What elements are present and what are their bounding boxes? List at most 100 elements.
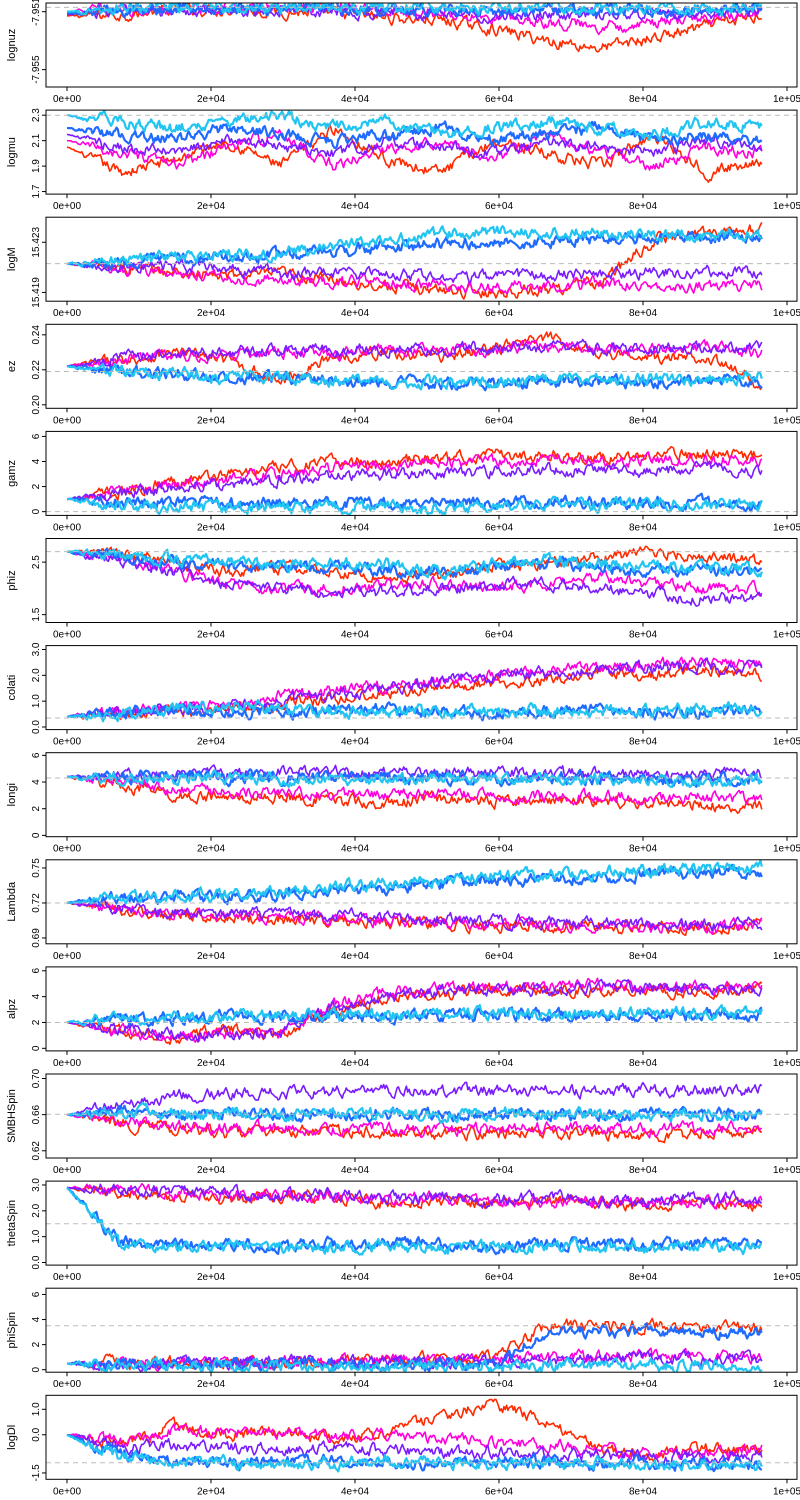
x-tick-label: 4e+04 [341, 1486, 370, 1497]
y-tick-label: 1.0 [31, 1402, 42, 1416]
y-tick-label: 0 [31, 508, 42, 514]
series-line-3 [66, 657, 763, 719]
series-line-5 [66, 225, 763, 268]
y-axis-label: ez [6, 360, 18, 372]
y-axis-label: logDl [6, 1425, 18, 1450]
x-tick-label: 6e+04 [485, 308, 514, 319]
series-line-3 [66, 898, 763, 932]
x-tick-label: 4e+04 [341, 844, 370, 855]
y-axis-label: thetaSpin [6, 1200, 18, 1246]
y-tick-label: 6 [31, 433, 42, 439]
y-tick-label: 0.22 [31, 360, 42, 380]
x-tick-label: 6e+04 [485, 630, 514, 641]
x-tick-label: 0e+00 [53, 522, 82, 533]
y-tick-label: 2.5 [31, 555, 42, 569]
x-tick-label: 8e+04 [629, 1058, 658, 1069]
y-tick-label: 2 [31, 1341, 42, 1347]
series-line-3 [66, 258, 763, 284]
x-tick-label: 1e+05 [773, 94, 800, 105]
y-tick-label: 0 [31, 832, 42, 838]
panel-frame [45, 109, 798, 195]
panel-gamz: 0 2 4 6 0e+00 2e+04 4e+04 6e+04 8e+04 1e+05 gamz [6, 430, 800, 533]
panel-colati: 0.0 1.0 2.0 3.0 0e+00 2e+04 4e+04 6e+04 8e+04 1e+… [6, 642, 800, 748]
traces-thetaSpin [66, 1182, 763, 1256]
x-tick-label: 1e+05 [773, 201, 800, 212]
x-tick-label: 2e+04 [197, 1379, 226, 1390]
x-tick-label: 1e+05 [773, 1272, 800, 1283]
y-tick-label: 6 [31, 968, 42, 974]
panel-alpz: 0 2 4 6 0e+00 2e+04 4e+04 6e+04 8e+04 1e+05 alpz [6, 966, 800, 1069]
x-tick-label: 0e+00 [53, 1165, 82, 1176]
x-tick-label: 1e+05 [773, 630, 800, 641]
x-tick-label: 6e+04 [485, 201, 514, 212]
series-line-2 [66, 901, 763, 935]
series-line-3 [66, 1183, 763, 1209]
x-tick-label: 6e+04 [485, 415, 514, 426]
series-line-5 [66, 1186, 762, 1256]
traces-SMBHSpin [66, 1081, 763, 1144]
x-tick-label: 2e+04 [197, 1165, 226, 1176]
series-line-3 [66, 978, 763, 1043]
series-line-2 [66, 129, 763, 171]
x-tick-label: 2e+04 [197, 308, 226, 319]
y-axis-label: logmu [6, 137, 18, 167]
traces-lognuz [66, 3, 763, 53]
x-tick-label: 6e+04 [485, 1272, 514, 1283]
panel-Lambda: 0.69 0.72 0.75 0e+00 2e+04 4e+04 6e+04 8e+04 1e+… [6, 858, 800, 962]
series-line-2 [66, 1112, 763, 1139]
x-tick-label: 1e+05 [773, 415, 800, 426]
panel-ez: 0.20 0.22 0.24 0e+00 2e+04 4e+04 6e+04 8e+04 1e+… [6, 323, 800, 426]
traces-logmu [66, 110, 763, 183]
y-tick-label: 4 [31, 458, 42, 464]
series-line-5 [66, 1102, 763, 1124]
x-tick-label: 0e+00 [53, 1379, 82, 1390]
panel-frame [45, 430, 798, 516]
x-tick-label: 2e+04 [197, 630, 226, 641]
series-line-2 [66, 259, 763, 295]
x-tick-label: 1e+05 [773, 308, 800, 319]
y-tick-label: 15.419 [31, 277, 42, 308]
x-tick-label: 1e+05 [773, 522, 800, 533]
series-line-5 [66, 1356, 763, 1373]
traces-phiz [66, 545, 763, 607]
x-tick-label: 0e+00 [53, 94, 82, 105]
traces-colati [66, 656, 763, 723]
traces-longi [66, 764, 763, 815]
x-tick-label: 1e+05 [773, 1486, 800, 1497]
x-tick-label: 0e+00 [53, 1058, 82, 1069]
x-tick-label: 0e+00 [53, 844, 82, 855]
x-tick-label: 8e+04 [629, 630, 658, 641]
x-tick-label: 4e+04 [341, 522, 370, 533]
x-tick-label: 8e+04 [629, 737, 658, 748]
x-tick-label: 0e+00 [53, 737, 82, 748]
panel-frame [45, 538, 798, 623]
traces-Lambda [66, 859, 763, 937]
series-line-3 [66, 338, 763, 368]
x-tick-label: 0e+00 [53, 630, 82, 641]
x-tick-label: 2e+04 [197, 201, 226, 212]
y-tick-label: 0.0 [31, 1427, 42, 1441]
y-tick-label: 0.70 [31, 1068, 42, 1088]
panel-frame [45, 1073, 798, 1159]
x-tick-label: 2e+04 [197, 1058, 226, 1069]
y-tick-label: 4 [31, 993, 42, 999]
x-tick-label: 4e+04 [341, 201, 370, 212]
series-line-2 [66, 772, 763, 806]
series-line-2 [66, 1423, 763, 1461]
y-axis-label: colati [6, 675, 18, 701]
y-tick-label: 6 [31, 1291, 42, 1297]
y-tick-label: 3.0 [31, 642, 42, 656]
traces-logDl [66, 1398, 763, 1473]
panel-frame [45, 1287, 798, 1373]
panel-frame [45, 2, 798, 88]
panel-phiz: 1.5 2.5 0e+00 2e+04 4e+04 6e+04 8e+04 1e+05 phiz [6, 538, 800, 641]
x-tick-label: 6e+04 [485, 951, 514, 962]
y-tick-label: 1.9 [31, 159, 42, 173]
x-tick-label: 2e+04 [197, 522, 226, 533]
traces-phiSpin [66, 1317, 763, 1373]
x-tick-label: 6e+04 [485, 1165, 514, 1176]
x-tick-label: 4e+04 [341, 737, 370, 748]
panel-logDl: -1.5 0.0 1.0 0e+00 2e+04 4e+04 6e+04 8e+04 1e+05… [6, 1394, 800, 1497]
series-line-4 [66, 547, 762, 580]
